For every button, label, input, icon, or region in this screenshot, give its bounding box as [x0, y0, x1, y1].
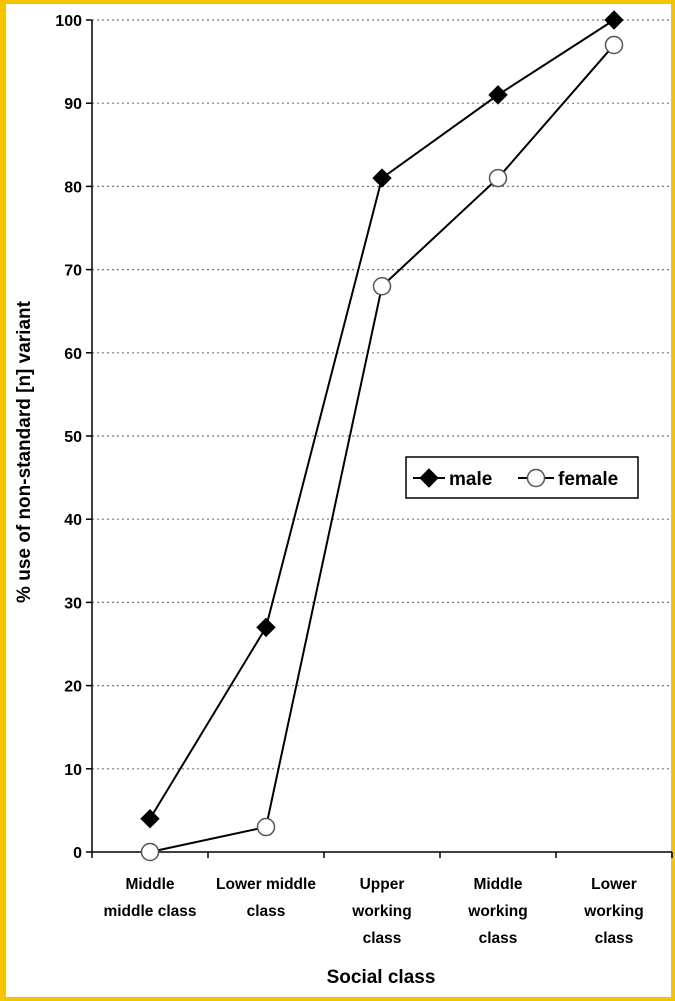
y-tick-label-100: 100	[55, 13, 82, 30]
series-line-male	[149, 19, 615, 820]
data-point-female-2	[372, 276, 392, 296]
data-point-male-1	[256, 617, 276, 638]
legend: male female	[405, 456, 639, 499]
data-point-female-4	[604, 35, 624, 55]
legend-marker-male	[419, 468, 439, 488]
y-axis-title: % use of non-standard [n] variant	[14, 300, 35, 603]
x-category-label-1: Lower middle class	[216, 876, 316, 920]
x-category-labels: Middle middle class Lower middle class Upper…	[103, 876, 643, 947]
data-point-female-3	[488, 168, 508, 188]
series-female	[140, 35, 624, 862]
y-tick-label-90: 90	[64, 96, 82, 113]
axes	[86, 19, 673, 858]
y-tick-label-30: 30	[64, 595, 82, 612]
x-axis-title: Social class	[327, 967, 436, 988]
data-point-male-4	[604, 10, 624, 30]
legend-item-female: female	[518, 468, 618, 490]
x-category-label-3: Middle working class	[467, 876, 527, 947]
data-point-male-3	[488, 85, 508, 105]
series-group	[140, 10, 624, 862]
y-tick-label-20: 20	[64, 679, 82, 696]
data-point-female-0	[140, 842, 160, 862]
y-tick-label-60: 60	[64, 346, 82, 363]
legend-item-male: male	[413, 468, 492, 490]
data-point-female-1	[256, 817, 276, 837]
x-category-label-2: Upper working class	[351, 876, 411, 947]
y-tick-label-10: 10	[64, 762, 82, 779]
legend-label-male: male	[449, 469, 492, 490]
y-tick-label-70: 70	[64, 263, 82, 280]
series-male	[140, 10, 624, 829]
y-tick-label-80: 80	[64, 179, 82, 196]
y-tick-label-0: 0	[73, 845, 82, 862]
series-line-female	[149, 44, 615, 853]
y-tick-labels: 0 10 20 30 40 50 60 70 80 90 100	[55, 13, 82, 862]
legend-label-female: female	[558, 469, 618, 490]
y-tick-label-40: 40	[64, 512, 82, 529]
y-tick-label-50: 50	[64, 429, 82, 446]
data-point-male-0	[140, 809, 160, 829]
gridlines	[92, 19, 672, 770]
data-point-male-2	[372, 168, 392, 188]
x-category-label-4: Lower working class	[583, 876, 643, 947]
legend-marker-female	[526, 468, 546, 488]
x-category-label-0: Middle middle class	[103, 876, 196, 920]
